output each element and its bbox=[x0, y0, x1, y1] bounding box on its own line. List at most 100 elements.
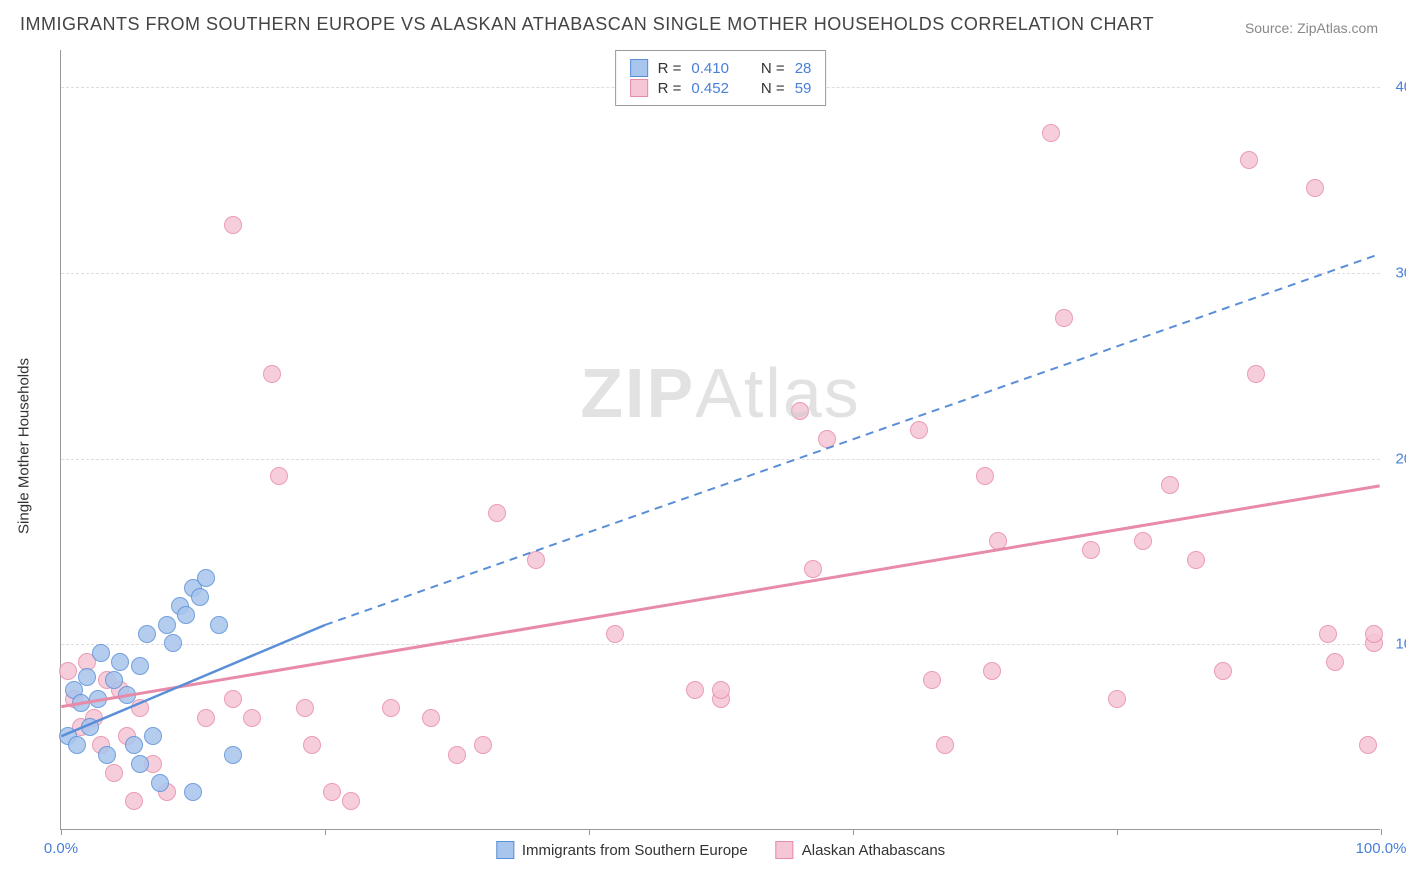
scatter-point bbox=[1319, 625, 1337, 643]
scatter-point bbox=[98, 746, 116, 764]
scatter-point bbox=[243, 709, 261, 727]
scatter-point bbox=[296, 699, 314, 717]
scatter-point bbox=[1161, 476, 1179, 494]
scatter-point bbox=[1134, 532, 1152, 550]
scatter-point bbox=[1306, 179, 1324, 197]
scatter-point bbox=[1359, 736, 1377, 754]
scatter-point bbox=[224, 690, 242, 708]
scatter-point bbox=[1365, 625, 1383, 643]
scatter-point bbox=[131, 699, 149, 717]
scatter-point bbox=[923, 671, 941, 689]
r-value: 0.410 bbox=[691, 60, 729, 77]
legend-swatch bbox=[630, 59, 648, 77]
x-tick bbox=[853, 829, 854, 835]
scatter-point bbox=[191, 588, 209, 606]
x-tick bbox=[589, 829, 590, 835]
watermark: ZIPAtlas bbox=[580, 353, 861, 433]
gridline-horizontal bbox=[61, 273, 1380, 274]
scatter-point bbox=[1187, 551, 1205, 569]
y-tick-label: 10.0% bbox=[1395, 636, 1406, 653]
n-label: N = bbox=[761, 80, 785, 97]
scatter-point bbox=[197, 709, 215, 727]
scatter-point bbox=[323, 783, 341, 801]
y-tick-label: 30.0% bbox=[1395, 264, 1406, 281]
scatter-point bbox=[224, 746, 242, 764]
scatter-point bbox=[448, 746, 466, 764]
scatter-point bbox=[164, 634, 182, 652]
legend-swatch bbox=[496, 841, 514, 859]
r-label: R = bbox=[658, 60, 682, 77]
scatter-point bbox=[144, 727, 162, 745]
chart-plot-area: ZIPAtlas R = 0.410N = 28R = 0.452N = 59 … bbox=[60, 50, 1380, 830]
r-label: R = bbox=[658, 80, 682, 97]
watermark-bold: ZIP bbox=[580, 354, 695, 432]
legend-row: R = 0.410 N = 28 bbox=[630, 59, 812, 77]
scatter-point bbox=[989, 532, 1007, 550]
scatter-point bbox=[131, 755, 149, 773]
series-legend: Immigrants from Southern Europe Alaskan A… bbox=[496, 841, 945, 859]
scatter-point bbox=[92, 644, 110, 662]
scatter-point bbox=[68, 736, 86, 754]
legend-item: Alaskan Athabascans bbox=[776, 841, 945, 859]
y-axis-label: Single Mother Households bbox=[16, 358, 33, 534]
scatter-point bbox=[118, 686, 136, 704]
scatter-point bbox=[125, 792, 143, 810]
scatter-point bbox=[422, 709, 440, 727]
scatter-point bbox=[81, 718, 99, 736]
scatter-point bbox=[263, 365, 281, 383]
scatter-point bbox=[976, 467, 994, 485]
scatter-point bbox=[606, 625, 624, 643]
n-label: N = bbox=[761, 60, 785, 77]
scatter-point bbox=[78, 668, 96, 686]
gridline-horizontal bbox=[61, 644, 1380, 645]
scatter-point bbox=[1042, 124, 1060, 142]
scatter-point bbox=[712, 681, 730, 699]
scatter-point bbox=[72, 694, 90, 712]
source-prefix: Source: bbox=[1245, 20, 1297, 36]
scatter-point bbox=[303, 736, 321, 754]
scatter-point bbox=[151, 774, 169, 792]
scatter-point bbox=[131, 657, 149, 675]
source-name: ZipAtlas.com bbox=[1297, 20, 1378, 36]
chart-title: IMMIGRANTS FROM SOUTHERN EUROPE VS ALASK… bbox=[20, 14, 1154, 35]
scatter-point bbox=[910, 421, 928, 439]
legend-item: Immigrants from Southern Europe bbox=[496, 841, 748, 859]
legend-label: Immigrants from Southern Europe bbox=[522, 842, 748, 859]
scatter-point bbox=[382, 699, 400, 717]
scatter-point bbox=[184, 783, 202, 801]
x-tick bbox=[1381, 829, 1382, 835]
legend-label: Alaskan Athabascans bbox=[802, 842, 945, 859]
scatter-point bbox=[488, 504, 506, 522]
n-value: 59 bbox=[795, 80, 812, 97]
scatter-point bbox=[105, 764, 123, 782]
scatter-point bbox=[1240, 151, 1258, 169]
x-tick bbox=[1117, 829, 1118, 835]
scatter-point bbox=[197, 569, 215, 587]
y-tick-label: 40.0% bbox=[1395, 79, 1406, 96]
x-tick-label: 0.0% bbox=[44, 840, 78, 857]
scatter-point bbox=[111, 653, 129, 671]
scatter-point bbox=[1055, 309, 1073, 327]
scatter-point bbox=[686, 681, 704, 699]
trend-line bbox=[61, 486, 1379, 707]
x-tick bbox=[325, 829, 326, 835]
x-tick-label: 100.0% bbox=[1356, 840, 1406, 857]
scatter-point bbox=[125, 736, 143, 754]
scatter-point bbox=[1326, 653, 1344, 671]
scatter-point bbox=[270, 467, 288, 485]
scatter-point bbox=[1214, 662, 1232, 680]
scatter-point bbox=[105, 671, 123, 689]
y-tick-label: 20.0% bbox=[1395, 450, 1406, 467]
legend-row: R = 0.452N = 59 bbox=[630, 79, 812, 97]
scatter-point bbox=[138, 625, 156, 643]
scatter-point bbox=[818, 430, 836, 448]
n-value: 28 bbox=[795, 60, 812, 77]
scatter-point bbox=[59, 662, 77, 680]
source-attribution: Source: ZipAtlas.com bbox=[1245, 20, 1378, 36]
scatter-point bbox=[1247, 365, 1265, 383]
scatter-point bbox=[474, 736, 492, 754]
scatter-point bbox=[342, 792, 360, 810]
scatter-point bbox=[89, 690, 107, 708]
scatter-point bbox=[1082, 541, 1100, 559]
scatter-point bbox=[158, 616, 176, 634]
